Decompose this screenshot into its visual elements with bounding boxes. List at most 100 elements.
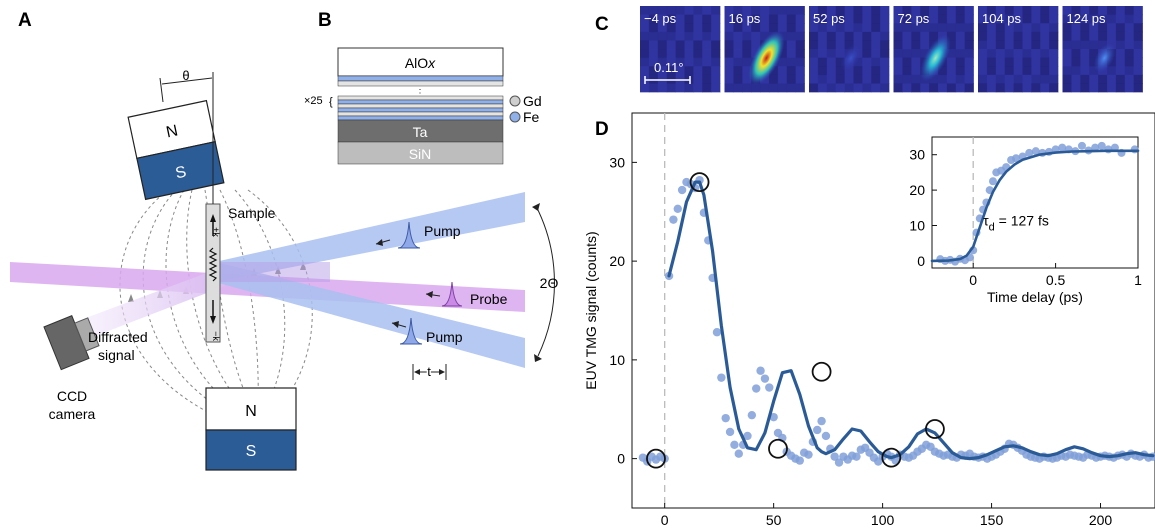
chartInset-point-13 xyxy=(988,177,997,186)
alox-label: AlOx xyxy=(405,55,436,71)
theta-label: θ xyxy=(182,68,189,83)
panel-letter-a: A xyxy=(18,10,32,31)
diffracted-beam xyxy=(75,268,225,340)
chartMain-point-25 xyxy=(747,410,757,420)
ccd-camera xyxy=(43,315,100,371)
chartMain-circled-0 xyxy=(646,448,666,469)
pump-upper-label: Pump xyxy=(424,223,461,239)
chartMain-xtick-label-2: 100 xyxy=(871,512,895,528)
chartInset-ytick-label-0: 0 xyxy=(917,253,925,269)
frame-3: 72 ps xyxy=(893,6,974,93)
chartMain-xtick-label-4: 200 xyxy=(1089,512,1113,528)
diffraction-spot-5 xyxy=(1093,43,1116,73)
chartMain-point-45 xyxy=(834,458,844,467)
frame-label-3: 72 ps xyxy=(898,11,930,26)
chartMain-point-27 xyxy=(756,366,765,375)
diffracted-label-1: Diffracted xyxy=(88,329,148,345)
repeat-label: ×25 xyxy=(304,95,323,107)
chartInset-point-35 xyxy=(1130,145,1139,154)
chartInset-point-28 xyxy=(1077,141,1086,150)
chartMain-point-44 xyxy=(830,452,839,461)
ccd-label-1: CCD xyxy=(57,388,87,404)
t-label: t xyxy=(427,364,431,379)
frame-label-5: 124 ps xyxy=(1067,11,1107,26)
svg-text:⋮: ⋮ xyxy=(415,88,425,99)
magnet-top-n: N xyxy=(165,122,180,141)
chartMain-point-17 xyxy=(712,328,722,337)
panel-letter-c: C xyxy=(595,14,609,35)
pump-lower-label: Pump xyxy=(426,329,463,345)
diffraction-spot-3 xyxy=(919,34,952,82)
two-theta-label: 2Θ xyxy=(540,275,559,291)
chartMain-point-30 xyxy=(769,412,778,422)
magnet-bottom: N S xyxy=(205,387,297,471)
chartInset-xtick-label-0: 0 xyxy=(969,272,977,288)
gd-legend: Gd xyxy=(523,93,542,109)
chartMain-point-8 xyxy=(673,204,682,213)
chartInset-ytick-label-1: 10 xyxy=(909,218,925,234)
chartMain-point-18 xyxy=(717,373,726,382)
chartInset-point-21 xyxy=(1031,147,1040,156)
svg-text:{: { xyxy=(329,96,333,108)
sin-label: SiN xyxy=(409,146,432,162)
chartMain-point-29 xyxy=(765,383,774,392)
chartMain-xtick-label-1: 50 xyxy=(766,512,782,528)
pump-beam-upper xyxy=(215,192,525,282)
chartMain-point-20 xyxy=(725,427,735,437)
frame-1: 16 ps xyxy=(724,6,805,93)
chartMain-circled-2 xyxy=(768,438,788,459)
chartMain-point-21 xyxy=(730,440,739,449)
frame-2: 52 ps xyxy=(809,6,890,93)
chartMain-point-36 xyxy=(795,456,804,465)
panel-b-layer-stack: AlOx ⋮ Ta SiN ×25 { Gd Fe xyxy=(304,47,542,165)
diffracted-label-2: signal xyxy=(98,347,135,363)
k-plus-label: +k xyxy=(211,227,221,237)
chartInset-point-30 xyxy=(1091,143,1100,152)
panel-letter-b: B xyxy=(318,10,332,31)
scale-bar-label: 0.11° xyxy=(654,60,684,75)
diffraction-spot-1 xyxy=(748,30,785,86)
magnet-top-s: S xyxy=(174,164,188,183)
chartMain-point-22 xyxy=(734,449,743,458)
chartMain-point-38 xyxy=(804,450,813,459)
frame-label-0: −4 ps xyxy=(644,11,677,26)
diffraction-spot-2 xyxy=(840,43,862,73)
chart-main: 0501001502000102030Time delay (ps)EUV TM… xyxy=(583,112,1155,530)
chartMain-point-49 xyxy=(852,452,861,461)
chartMain-point-24 xyxy=(743,431,752,441)
k-minus-label: −k xyxy=(211,331,221,341)
chartInset-point-20 xyxy=(1025,148,1034,157)
chartMain-ytick-label-0: 0 xyxy=(617,451,625,467)
chartMain-circled-1 xyxy=(689,172,710,193)
chartMain-circled-3 xyxy=(811,361,832,382)
chartMain-point-28 xyxy=(760,374,770,383)
frame-label-1: 16 ps xyxy=(729,11,761,26)
frame-label-4: 104 ps xyxy=(982,11,1022,26)
chartMain-ytick-label-3: 30 xyxy=(609,154,625,170)
pump-lower-label-group: Pump xyxy=(391,317,463,345)
panel-letter-d: D xyxy=(595,119,609,140)
chartInset-point-25 xyxy=(1058,143,1067,152)
chartMain-point-7 xyxy=(669,215,678,224)
chartInset-xlabel: Time delay (ps) xyxy=(987,289,1083,305)
chartMain-point-41 xyxy=(817,416,826,426)
chartMain-xtick-label-3: 150 xyxy=(980,512,1004,528)
chartInset-annotation: τd = 127 fs xyxy=(983,213,1049,234)
chartInset-fit-line xyxy=(930,149,1140,263)
chartMain-point-42 xyxy=(821,431,831,441)
chartMain-point-26 xyxy=(752,384,761,393)
fe-legend: Fe xyxy=(523,109,540,125)
chartMain-ytick-label-2: 20 xyxy=(609,253,625,269)
sample-label: Sample xyxy=(228,205,276,221)
ccd-label-2: camera xyxy=(49,406,96,422)
chartMain-circled-5 xyxy=(925,419,945,439)
chartMain-xtick-label-0: 0 xyxy=(661,512,669,528)
frame-5: 124 ps xyxy=(1062,6,1143,93)
chartMain-circled-4 xyxy=(881,447,902,468)
panel-a-schematic: +k −k Sample N S θ N S Diffracted signal xyxy=(10,68,559,471)
frame-label-2: 52 ps xyxy=(813,11,845,26)
pump-upper-label-group: Pump xyxy=(375,221,461,249)
chartInset-point-31 xyxy=(1097,141,1106,150)
